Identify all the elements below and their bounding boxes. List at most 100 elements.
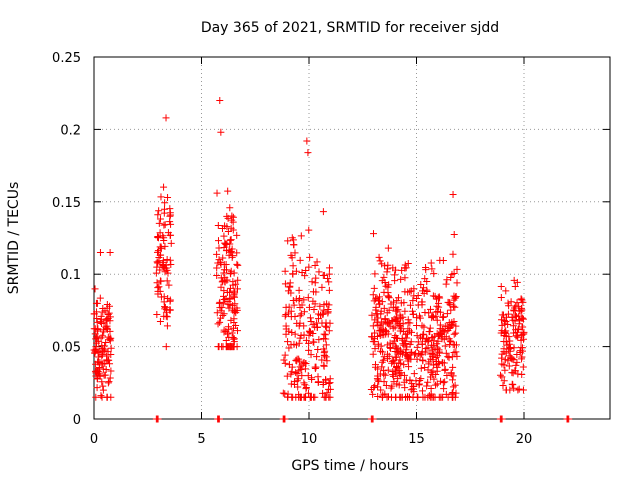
data-point <box>519 363 527 371</box>
data-point <box>428 334 436 342</box>
data-point <box>325 286 333 294</box>
data-point <box>91 349 99 357</box>
data-point <box>385 352 393 360</box>
data-point <box>449 383 457 391</box>
data-point <box>426 327 434 335</box>
data-point <box>285 303 293 311</box>
data-point <box>378 358 386 366</box>
data-point <box>228 329 236 337</box>
data-point <box>447 369 455 377</box>
data-point <box>508 355 516 363</box>
data-point <box>92 393 100 401</box>
data-point <box>392 353 400 361</box>
data-point <box>97 392 105 400</box>
data-point <box>99 326 107 334</box>
data-point <box>153 258 161 266</box>
data-point <box>421 348 429 356</box>
data-point <box>102 338 110 346</box>
data-point <box>413 343 421 351</box>
data-point <box>305 226 313 234</box>
data-point <box>509 322 517 330</box>
data-point <box>433 330 441 338</box>
data-point <box>324 306 332 314</box>
data-point <box>306 253 314 261</box>
data-point <box>450 318 458 326</box>
data-point <box>401 274 409 282</box>
data-point <box>505 345 513 353</box>
data-point <box>393 348 401 356</box>
data-point <box>281 415 289 423</box>
data-point <box>428 265 436 273</box>
data-point <box>505 302 513 310</box>
data-point <box>374 314 382 322</box>
data-point <box>213 250 221 258</box>
data-point <box>407 338 415 346</box>
data-point <box>323 323 331 331</box>
data-point <box>161 199 169 207</box>
y-tick-label: 0.25 <box>52 51 81 66</box>
data-point <box>295 339 303 347</box>
data-point <box>427 259 435 267</box>
data-point <box>319 381 327 389</box>
data-point <box>105 309 113 317</box>
data-point <box>513 299 521 307</box>
data-point <box>159 263 167 271</box>
data-point <box>450 230 458 238</box>
data-point <box>306 328 314 336</box>
y-tick-label: 0.2 <box>60 123 81 138</box>
data-point <box>231 289 239 297</box>
data-point <box>425 392 433 400</box>
data-point <box>221 274 229 282</box>
data-point <box>153 248 161 256</box>
data-point <box>383 268 391 276</box>
data-point <box>443 276 451 284</box>
data-point <box>223 212 231 220</box>
data-point <box>409 382 417 390</box>
data-point <box>442 390 450 398</box>
data-point <box>103 300 111 308</box>
data-point <box>162 261 170 269</box>
data-point <box>227 236 235 244</box>
data-point <box>513 332 521 340</box>
data-point <box>98 344 106 352</box>
data-point <box>433 302 441 310</box>
data-point <box>416 314 424 322</box>
data-point <box>370 230 377 238</box>
data-point <box>443 371 451 379</box>
data-point <box>369 415 377 423</box>
data-point <box>155 207 163 215</box>
data-point <box>501 320 509 328</box>
data-point <box>391 315 399 323</box>
data-point <box>402 330 410 338</box>
data-point <box>518 306 526 314</box>
data-point <box>302 385 310 393</box>
data-point <box>325 264 333 272</box>
data-point <box>450 292 458 300</box>
data-point <box>304 149 312 157</box>
data-point <box>434 331 442 339</box>
data-point <box>376 300 384 308</box>
data-point <box>291 313 299 321</box>
data-point <box>498 373 506 381</box>
data-point <box>397 359 405 367</box>
data-point <box>310 306 318 314</box>
data-point <box>501 366 509 374</box>
data-point <box>290 241 298 249</box>
data-point <box>296 334 304 342</box>
data-point <box>161 221 169 229</box>
data-point <box>284 287 292 295</box>
data-point <box>281 280 289 288</box>
data-point <box>380 378 388 386</box>
data-point <box>369 350 377 358</box>
data-point <box>496 371 504 379</box>
data-point <box>226 295 234 303</box>
data-point <box>93 384 101 392</box>
data-point <box>166 306 174 314</box>
data-point <box>166 211 174 219</box>
data-point <box>155 283 163 291</box>
data-point <box>406 377 414 385</box>
data-point <box>285 327 293 335</box>
data-point <box>103 324 111 332</box>
data-point <box>216 96 224 104</box>
